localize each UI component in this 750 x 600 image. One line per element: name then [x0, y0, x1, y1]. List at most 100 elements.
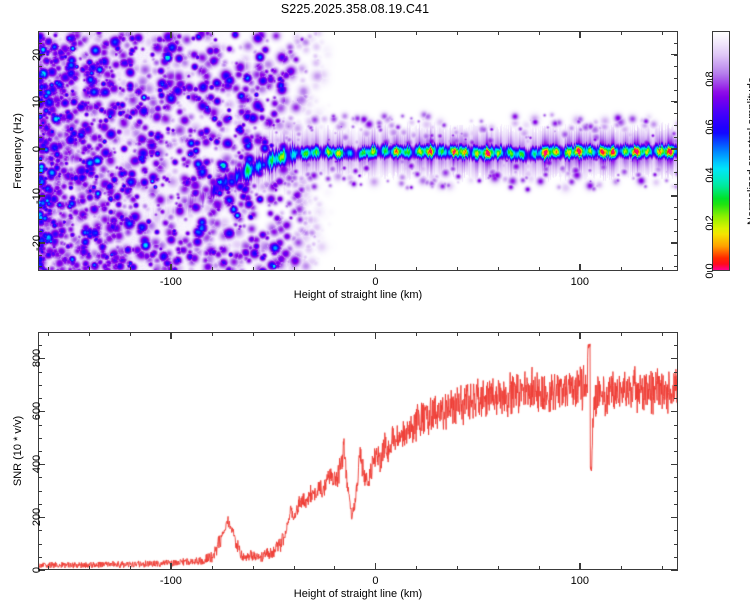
x-major-tick-top — [374, 332, 377, 339]
x-major-tick-top — [170, 31, 172, 38]
x-major-tick — [170, 563, 172, 570]
x-minor-tick-top — [620, 332, 622, 336]
x-minor-tick-top — [293, 332, 295, 336]
y-major-tick — [38, 516, 45, 518]
x-major-tick — [170, 264, 172, 271]
snr-axes — [38, 332, 678, 570]
y-major-tick-right — [671, 54, 678, 56]
y-tick-label: 0 — [31, 566, 43, 574]
colorbar-tick — [707, 78, 712, 80]
x-minor-tick-top — [538, 31, 540, 35]
y-tick-label: 600 — [31, 402, 43, 421]
y-minor-tick-right — [674, 266, 678, 268]
colorbar-gradient — [713, 32, 729, 270]
x-minor-tick-top — [661, 332, 663, 336]
y-minor-tick — [38, 125, 42, 127]
y-major-tick — [38, 148, 45, 150]
x-tick-label: 0 — [372, 276, 379, 288]
x-minor-tick — [211, 267, 213, 271]
y-minor-tick — [38, 437, 42, 439]
x-minor-tick — [89, 566, 91, 570]
colorbar-tick-label: 0.0 — [704, 263, 716, 279]
x-minor-tick — [416, 267, 418, 271]
y-major-tick — [38, 195, 45, 197]
y-minor-tick — [38, 477, 42, 479]
y-minor-tick-right — [674, 78, 678, 80]
x-tick-label: -100 — [159, 276, 182, 288]
y-minor-tick — [38, 266, 42, 268]
x-minor-tick — [538, 267, 540, 271]
x-minor-tick-top — [89, 31, 91, 35]
colorbar-tick-label: 0.8 — [704, 71, 716, 87]
x-major-tick-top — [579, 31, 581, 38]
y-minor-tick-right — [674, 437, 678, 439]
x-minor-tick-top — [48, 332, 50, 336]
y-tick-label: -10 — [31, 187, 43, 204]
y-tick-label: 20 — [31, 48, 43, 61]
figure-title: S225.2025.358.08.19.C41 — [280, 2, 430, 16]
y-tick-label: 400 — [31, 455, 43, 474]
y-major-tick-right — [671, 463, 678, 466]
colorbar-tick-label: 0.6 — [704, 119, 716, 135]
y-minor-tick — [38, 503, 42, 505]
x-minor-tick-top — [293, 31, 295, 35]
y-minor-tick-right — [674, 42, 678, 44]
y-minor-tick — [38, 42, 42, 44]
x-minor-tick-top — [498, 31, 500, 35]
y-minor-tick — [38, 556, 42, 558]
y-minor-tick — [38, 530, 42, 532]
y-minor-tick — [38, 113, 42, 115]
y-minor-tick — [38, 543, 42, 545]
y-minor-tick-right — [674, 136, 678, 138]
x-minor-tick-top — [48, 31, 50, 35]
y-major-tick-right — [671, 101, 678, 103]
x-minor-tick — [334, 566, 336, 570]
y-minor-tick-right — [674, 160, 678, 162]
x-minor-tick-top — [89, 332, 91, 336]
x-minor-tick-top — [334, 31, 336, 35]
y-major-tick — [38, 463, 45, 466]
x-major-tick — [374, 563, 377, 570]
x-minor-tick-top — [457, 332, 459, 336]
x-minor-tick — [498, 566, 500, 570]
y-minor-tick-right — [674, 384, 678, 386]
x-minor-tick — [89, 267, 91, 271]
colorbar — [712, 31, 730, 271]
x-minor-tick — [620, 267, 622, 271]
x-minor-tick-top — [498, 332, 500, 336]
y-minor-tick-right — [674, 219, 678, 221]
y-minor-tick — [38, 424, 42, 426]
x-minor-tick — [48, 267, 50, 271]
y-major-tick — [38, 101, 45, 103]
colorbar-tick — [707, 222, 712, 224]
x-minor-tick — [416, 566, 418, 570]
y-minor-tick-right — [674, 31, 678, 32]
y-major-tick-right — [671, 410, 678, 413]
y-minor-tick — [38, 172, 42, 174]
y-minor-tick — [38, 490, 42, 492]
y-tick-label: 10 — [31, 95, 43, 108]
y-minor-tick — [38, 89, 42, 91]
colorbar-tick-label: 0.2 — [704, 215, 716, 231]
y-minor-tick-right — [674, 371, 678, 373]
x-minor-tick — [130, 566, 131, 570]
x-minor-tick-top — [620, 31, 622, 35]
y-minor-tick — [38, 231, 42, 232]
y-major-tick — [38, 54, 45, 56]
x-minor-tick — [334, 267, 336, 271]
y-minor-tick — [38, 371, 42, 373]
y-minor-tick — [38, 254, 42, 256]
colorbar-tick-label: 0.4 — [704, 167, 716, 183]
x-tick-label: -100 — [159, 575, 182, 587]
x-major-tick-top — [170, 332, 172, 339]
y-minor-tick — [38, 384, 42, 386]
y-minor-tick-right — [674, 345, 678, 347]
x-tick-label: 0 — [372, 575, 379, 587]
y-minor-tick-right — [674, 66, 678, 68]
y-minor-tick-right — [674, 172, 678, 174]
y-major-tick-right — [671, 195, 678, 197]
x-minor-tick — [252, 267, 254, 271]
y-minor-tick-right — [674, 543, 678, 545]
x-minor-tick-top — [416, 332, 418, 336]
